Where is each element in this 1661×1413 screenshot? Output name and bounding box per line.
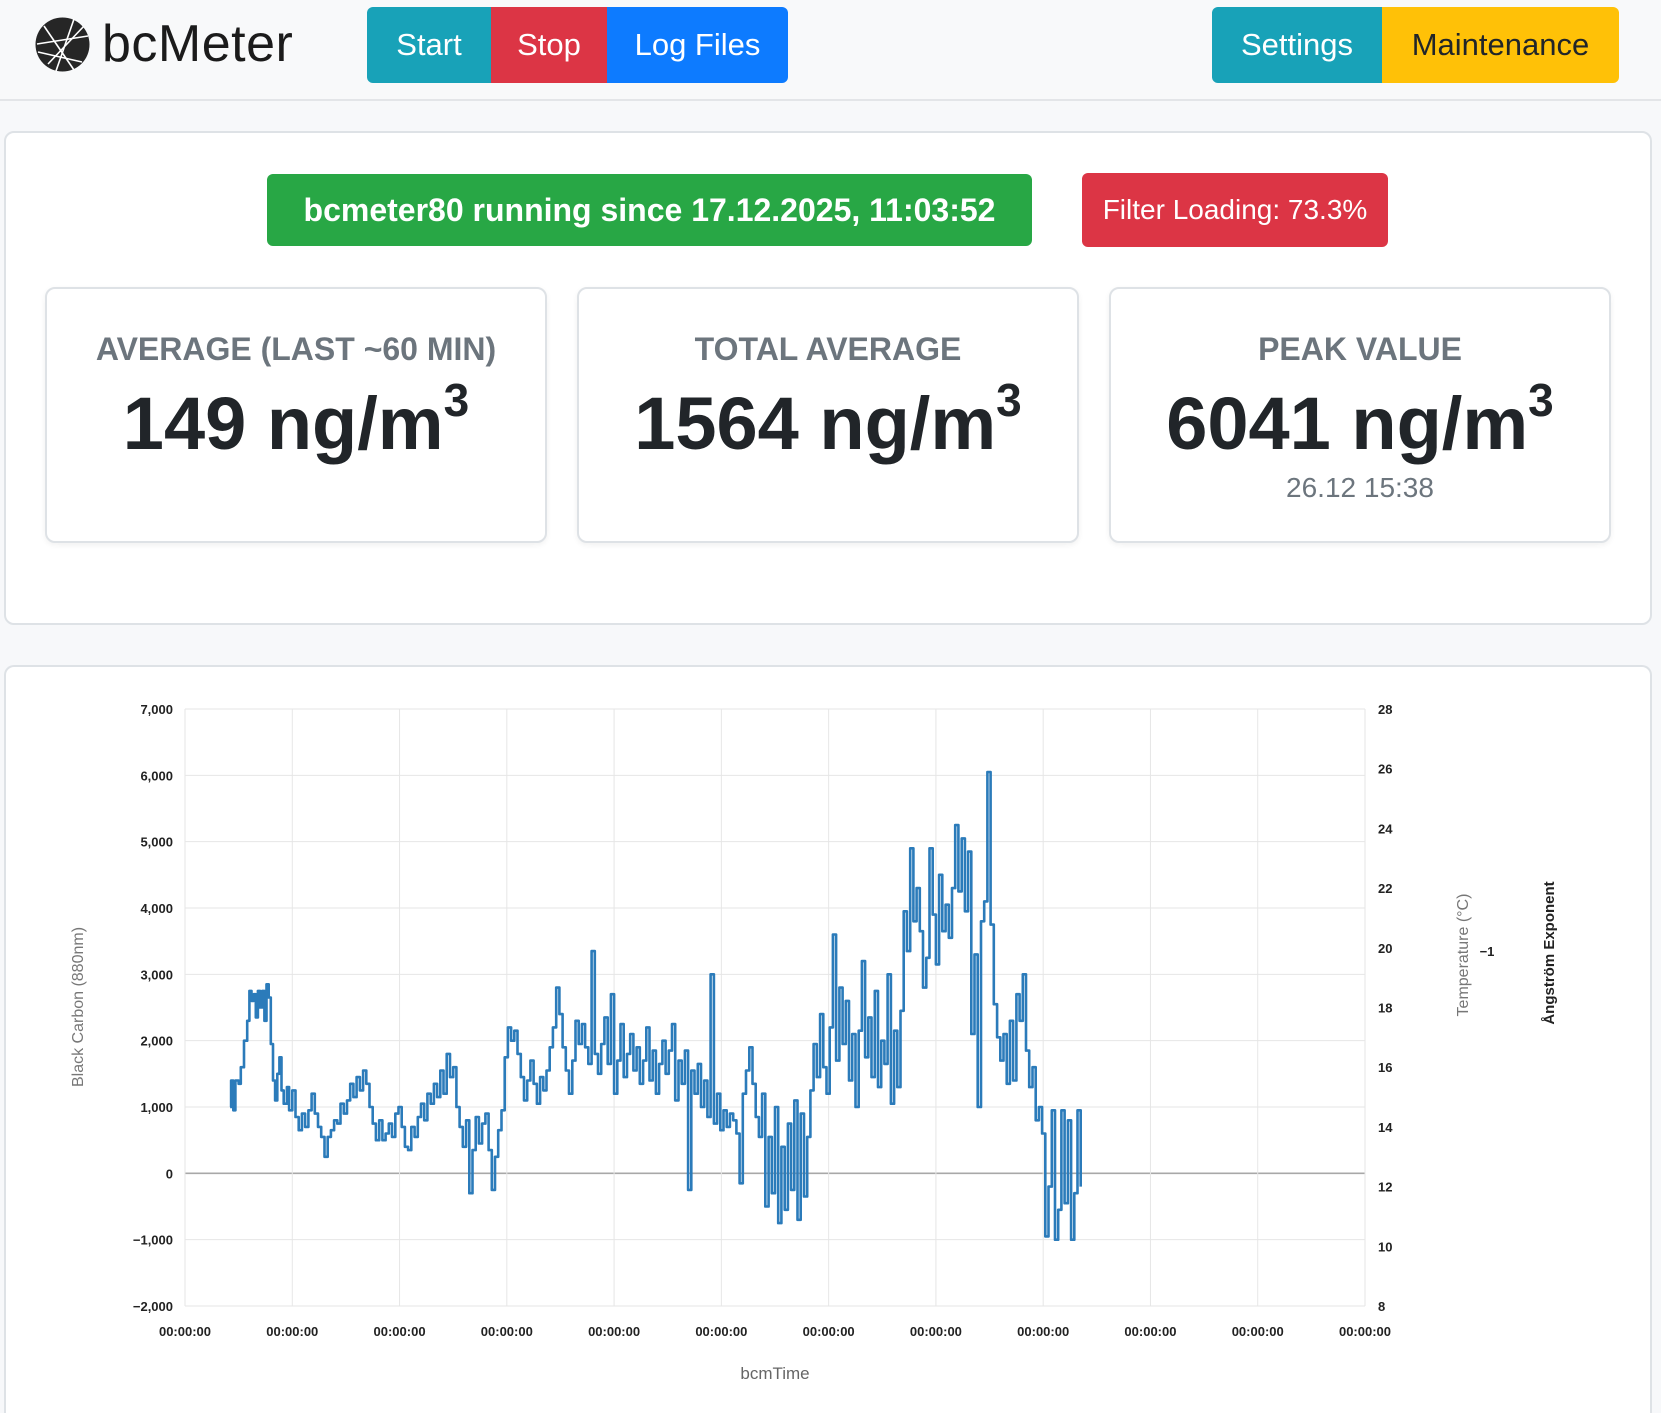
x-tick-label: 00:00:00 — [1017, 1324, 1069, 1339]
y2-tick-label: 18 — [1378, 1001, 1392, 1016]
stat-value: 1564 ng/m3 — [634, 374, 1022, 465]
stop-button[interactable]: Stop — [491, 7, 607, 83]
x-tick-label: 00:00:00 — [374, 1324, 426, 1339]
stat-card-average-60min: AVERAGE (LAST ~60 MIN) 149 ng/m3 — [45, 287, 547, 543]
x-tick-label: 00:00:00 — [266, 1324, 318, 1339]
filter-loading-badge: Filter Loading: 73.3% — [1082, 173, 1388, 247]
x-tick-label: 00:00:00 — [1124, 1324, 1176, 1339]
y2-tick-label: 10 — [1378, 1239, 1392, 1254]
start-button[interactable]: Start — [367, 7, 491, 83]
stat-card-peak-value: PEAK VALUE 6041 ng/m3 26.12 15:38 — [1109, 287, 1611, 543]
x-tick-label: 00:00:00 — [588, 1324, 640, 1339]
y2-tick-label: 16 — [1378, 1060, 1392, 1075]
running-status-badge: bcmeter80 running since 17.12.2025, 11:0… — [267, 174, 1032, 246]
stat-label: PEAK VALUE — [1258, 331, 1462, 367]
black-carbon-series-line — [229, 770, 1082, 1241]
y3-tick-label: −1 — [1480, 944, 1495, 959]
chart-grid — [184, 708, 1366, 1307]
x-tick-label: 00:00:00 — [695, 1324, 747, 1339]
stat-value: 6041 ng/m3 — [1166, 374, 1554, 465]
bcmeter-logo-icon — [35, 17, 90, 72]
y-tick-label: −2,000 — [133, 1299, 173, 1314]
stat-card-total-average: TOTAL AVERAGE 1564 ng/m3 — [577, 287, 1079, 543]
y3-axis-label: Ångström Exponent — [1541, 881, 1558, 1024]
y2-axis-label: Temperature (°C) — [1455, 894, 1472, 1017]
y-tick-label: 1,000 — [140, 1100, 173, 1115]
peak-timestamp: 26.12 15:38 — [1286, 472, 1434, 503]
y2-tick-label: 28 — [1378, 702, 1392, 717]
black-carbon-chart[interactable]: 7,000 6,000 5,000 4,000 3,000 2,000 1,000 0 −1,0… — [0, 665, 1661, 1413]
x-tick-label: 00:00:00 — [159, 1324, 211, 1339]
navbar: bcMeter Start Stop Log Files Settings Ma… — [0, 0, 1661, 101]
stat-label: AVERAGE (LAST ~60 MIN) — [95, 331, 497, 367]
y2-tick-label: 14 — [1378, 1120, 1393, 1135]
y-tick-label: 7,000 — [140, 702, 173, 717]
y-axis-label: Black Carbon (880nm) — [70, 927, 87, 1087]
chart-card — [4, 665, 1652, 1413]
x-tick-label: 00:00:00 — [1339, 1324, 1391, 1339]
stat-value: 149 ng/m3 — [122, 374, 470, 465]
y-tick-label: 2,000 — [140, 1034, 173, 1049]
y-tick-label: −1,000 — [133, 1233, 173, 1248]
log-files-button[interactable]: Log Files — [607, 7, 788, 83]
y-tick-label: 5,000 — [140, 835, 173, 850]
x-tick-label: 00:00:00 — [910, 1324, 962, 1339]
y-axis-ticks: 7,000 6,000 5,000 4,000 3,000 2,000 1,000 0 −1,0… — [133, 702, 173, 1314]
settings-button[interactable]: Settings — [1212, 7, 1382, 83]
y2-axis-ticks: 28 26 24 22 20 18 16 14 12 10 8 — [1378, 702, 1393, 1314]
x-axis-ticks: 00:00:00 00:00:00 00:00:00 00:00:00 00:00:00… — [159, 1324, 1391, 1339]
y2-tick-label: 24 — [1378, 821, 1393, 836]
x-axis-label: bcmTime — [740, 1364, 809, 1383]
y2-tick-label: 22 — [1378, 881, 1392, 896]
x-tick-label: 00:00:00 — [803, 1324, 855, 1339]
y2-tick-label: 20 — [1378, 941, 1392, 956]
stat-label: TOTAL AVERAGE — [694, 331, 962, 367]
brand-name[interactable]: bcMeter — [102, 15, 294, 73]
maintenance-button[interactable]: Maintenance — [1382, 7, 1619, 83]
y2-tick-label: 26 — [1378, 762, 1392, 777]
y2-tick-label: 8 — [1378, 1299, 1385, 1314]
y-tick-label: 0 — [166, 1166, 173, 1181]
y2-tick-label: 12 — [1378, 1180, 1392, 1195]
x-tick-label: 00:00:00 — [481, 1324, 533, 1339]
y-tick-label: 4,000 — [140, 901, 173, 916]
x-tick-label: 00:00:00 — [1232, 1324, 1284, 1339]
y-tick-label: 6,000 — [140, 768, 173, 783]
y-tick-label: 3,000 — [140, 967, 173, 982]
